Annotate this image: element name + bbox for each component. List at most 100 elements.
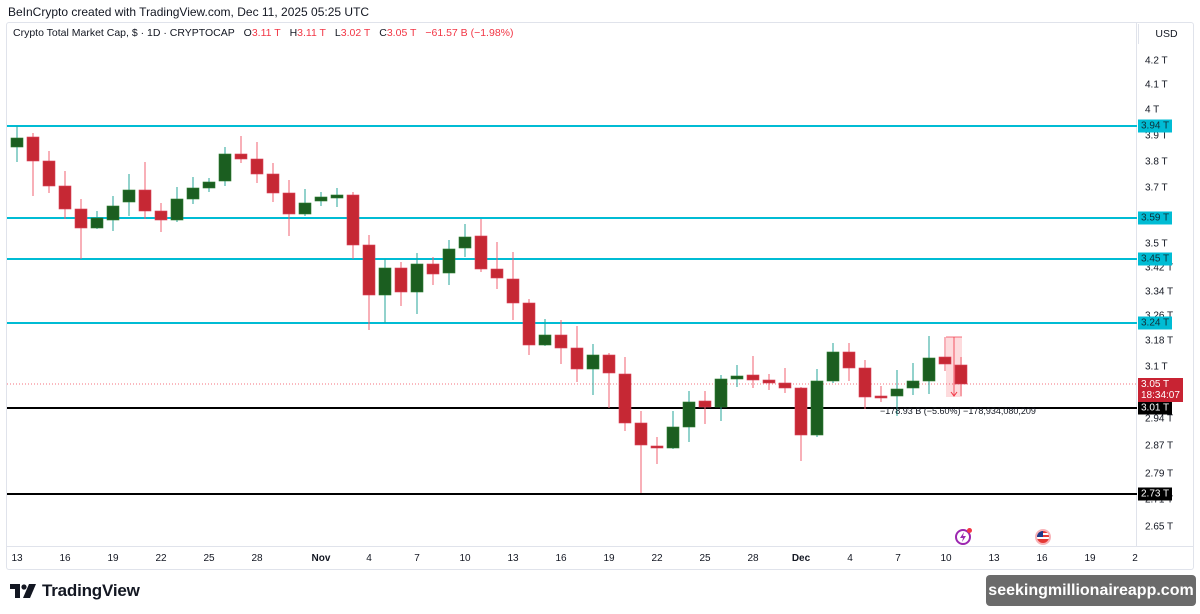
bullish-candle: [810, 380, 824, 436]
chart-frame: [6, 22, 1194, 570]
open-label: O: [243, 27, 252, 39]
bar-countdown: 18:34:07: [1141, 390, 1180, 401]
bullish-candle: [314, 196, 328, 202]
time-axis-label: 13: [988, 553, 1000, 564]
bearish-candle: [858, 367, 872, 398]
bearish-candle: [570, 347, 584, 370]
bearish-candle: [762, 379, 776, 384]
price-axis-divider: [1136, 22, 1137, 547]
low-label: L: [334, 27, 341, 39]
bearish-candle: [602, 354, 616, 374]
price-axis-label: 4.2 T: [1145, 55, 1168, 67]
time-axis-label: 16: [1036, 553, 1048, 564]
low-value: 3.02 T: [340, 27, 371, 39]
time-axis-label: 4: [847, 553, 853, 564]
us-flag-event-icon[interactable]: [1035, 529, 1051, 545]
time-axis-label: 2: [1132, 553, 1138, 564]
time-axis-label: 28: [251, 553, 263, 564]
bearish-candle: [250, 158, 264, 175]
time-axis-label: 28: [747, 553, 759, 564]
bearish-candle: [426, 263, 440, 275]
bearish-candle: [938, 356, 952, 365]
time-axis-label: 19: [603, 553, 615, 564]
level-price-tag: 3.45 T: [1138, 252, 1173, 266]
price-axis-label: 2.65 T: [1145, 521, 1174, 533]
bullish-candle: [906, 380, 920, 389]
bearish-candle: [650, 445, 664, 449]
bullish-candle: [170, 198, 184, 221]
bullish-candle: [682, 401, 696, 428]
bearish-candle: [954, 364, 968, 385]
bullish-candle: [330, 194, 344, 199]
time-axis-label: 7: [895, 553, 901, 564]
tradingview-logo-icon: [10, 584, 36, 598]
tradingview-wordmark: TradingView: [42, 581, 140, 600]
price-axis-label: 4.1 T: [1145, 79, 1168, 91]
level-price-tag: 3.01 T: [1138, 401, 1173, 415]
time-axis-label: 16: [59, 553, 71, 564]
bearish-candle: [138, 189, 152, 212]
time-axis-label: 22: [155, 553, 167, 564]
price-axis-label: 3.1 T: [1145, 361, 1168, 373]
measure-arrowhead: [950, 391, 958, 397]
time-axis-label: 10: [940, 553, 952, 564]
level-price-tag: 3.94 T: [1138, 119, 1173, 133]
time-axis-label: Dec: [791, 553, 811, 564]
lightning-event-icon[interactable]: [955, 528, 972, 545]
bearish-candle: [746, 374, 760, 381]
bullish-candle: [10, 137, 24, 148]
bearish-candle: [346, 194, 360, 246]
bearish-candle: [234, 153, 248, 160]
bearish-candle: [74, 208, 88, 229]
level-price-tag: 3.24 T: [1138, 316, 1173, 330]
bearish-candle: [490, 268, 504, 279]
price-axis-label: 3.5 T: [1145, 238, 1168, 250]
symbol-legend: Crypto Total Market Cap, $ · 1D · CRYPTO…: [13, 27, 514, 39]
bullish-candle: [186, 187, 200, 200]
bearish-candle: [698, 400, 712, 408]
currency-selector[interactable]: USD: [1138, 24, 1194, 44]
bullish-candle: [122, 189, 136, 203]
last-price-tag: 3.05 T 18:34:07: [1138, 378, 1183, 402]
measure-annotation: −178.93 B (−5.60%) −178,934,080,209: [880, 406, 1036, 416]
price-axis-label: 3.42 T: [1145, 262, 1174, 274]
bullish-candle: [442, 248, 456, 274]
price-axis-label: 3.34 T: [1145, 286, 1174, 298]
bearish-candle: [42, 160, 56, 187]
last-price-value: 3.05 T: [1141, 379, 1170, 390]
bearish-candle: [266, 173, 280, 194]
price-axis-label: 3.18 T: [1145, 335, 1174, 347]
bullish-candle: [90, 217, 104, 229]
symbol-name[interactable]: Crypto Total Market Cap, $ · 1D · CRYPTO…: [13, 27, 235, 39]
high-label: H: [289, 27, 298, 39]
bearish-candle: [154, 210, 168, 221]
tradingview-logo[interactable]: TradingView: [10, 581, 140, 601]
time-axis-label: 25: [699, 553, 711, 564]
level-price-tag: 3.59 T: [1138, 211, 1173, 225]
bearish-candle: [554, 334, 568, 349]
time-axis-label: Nov: [311, 553, 331, 564]
bearish-candle: [58, 185, 72, 210]
bullish-candle: [298, 202, 312, 215]
bearish-candle: [362, 244, 376, 296]
bullish-candle: [410, 263, 424, 293]
bearish-candle: [634, 422, 648, 446]
price-axis-label: 3.26 T: [1145, 311, 1173, 322]
bearish-candle: [474, 235, 488, 270]
bearish-candle: [618, 373, 632, 424]
price-axis-label: 4 T: [1145, 104, 1160, 116]
change-value: −61.57 B (−1.98%): [425, 27, 514, 39]
high-value: 3.11 T: [297, 27, 326, 39]
price-axis-label: 2.94 T: [1145, 413, 1174, 425]
time-axis-label: 16: [555, 553, 567, 564]
time-axis-label: 25: [203, 553, 215, 564]
time-axis-label: 10: [459, 553, 471, 564]
time-axis-divider: [6, 546, 1194, 547]
bearish-candle: [794, 387, 808, 436]
bullish-candle: [218, 153, 232, 182]
bearish-candle: [282, 192, 296, 215]
time-axis-label: 7: [414, 553, 420, 564]
time-axis-label: 13: [11, 553, 23, 564]
